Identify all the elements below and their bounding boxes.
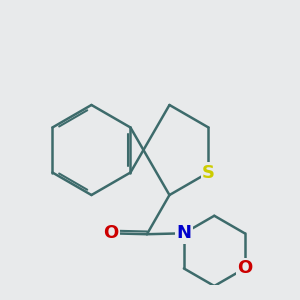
Text: O: O (103, 224, 118, 242)
Text: N: N (176, 224, 191, 242)
Text: O: O (237, 260, 252, 278)
Text: S: S (202, 164, 215, 181)
